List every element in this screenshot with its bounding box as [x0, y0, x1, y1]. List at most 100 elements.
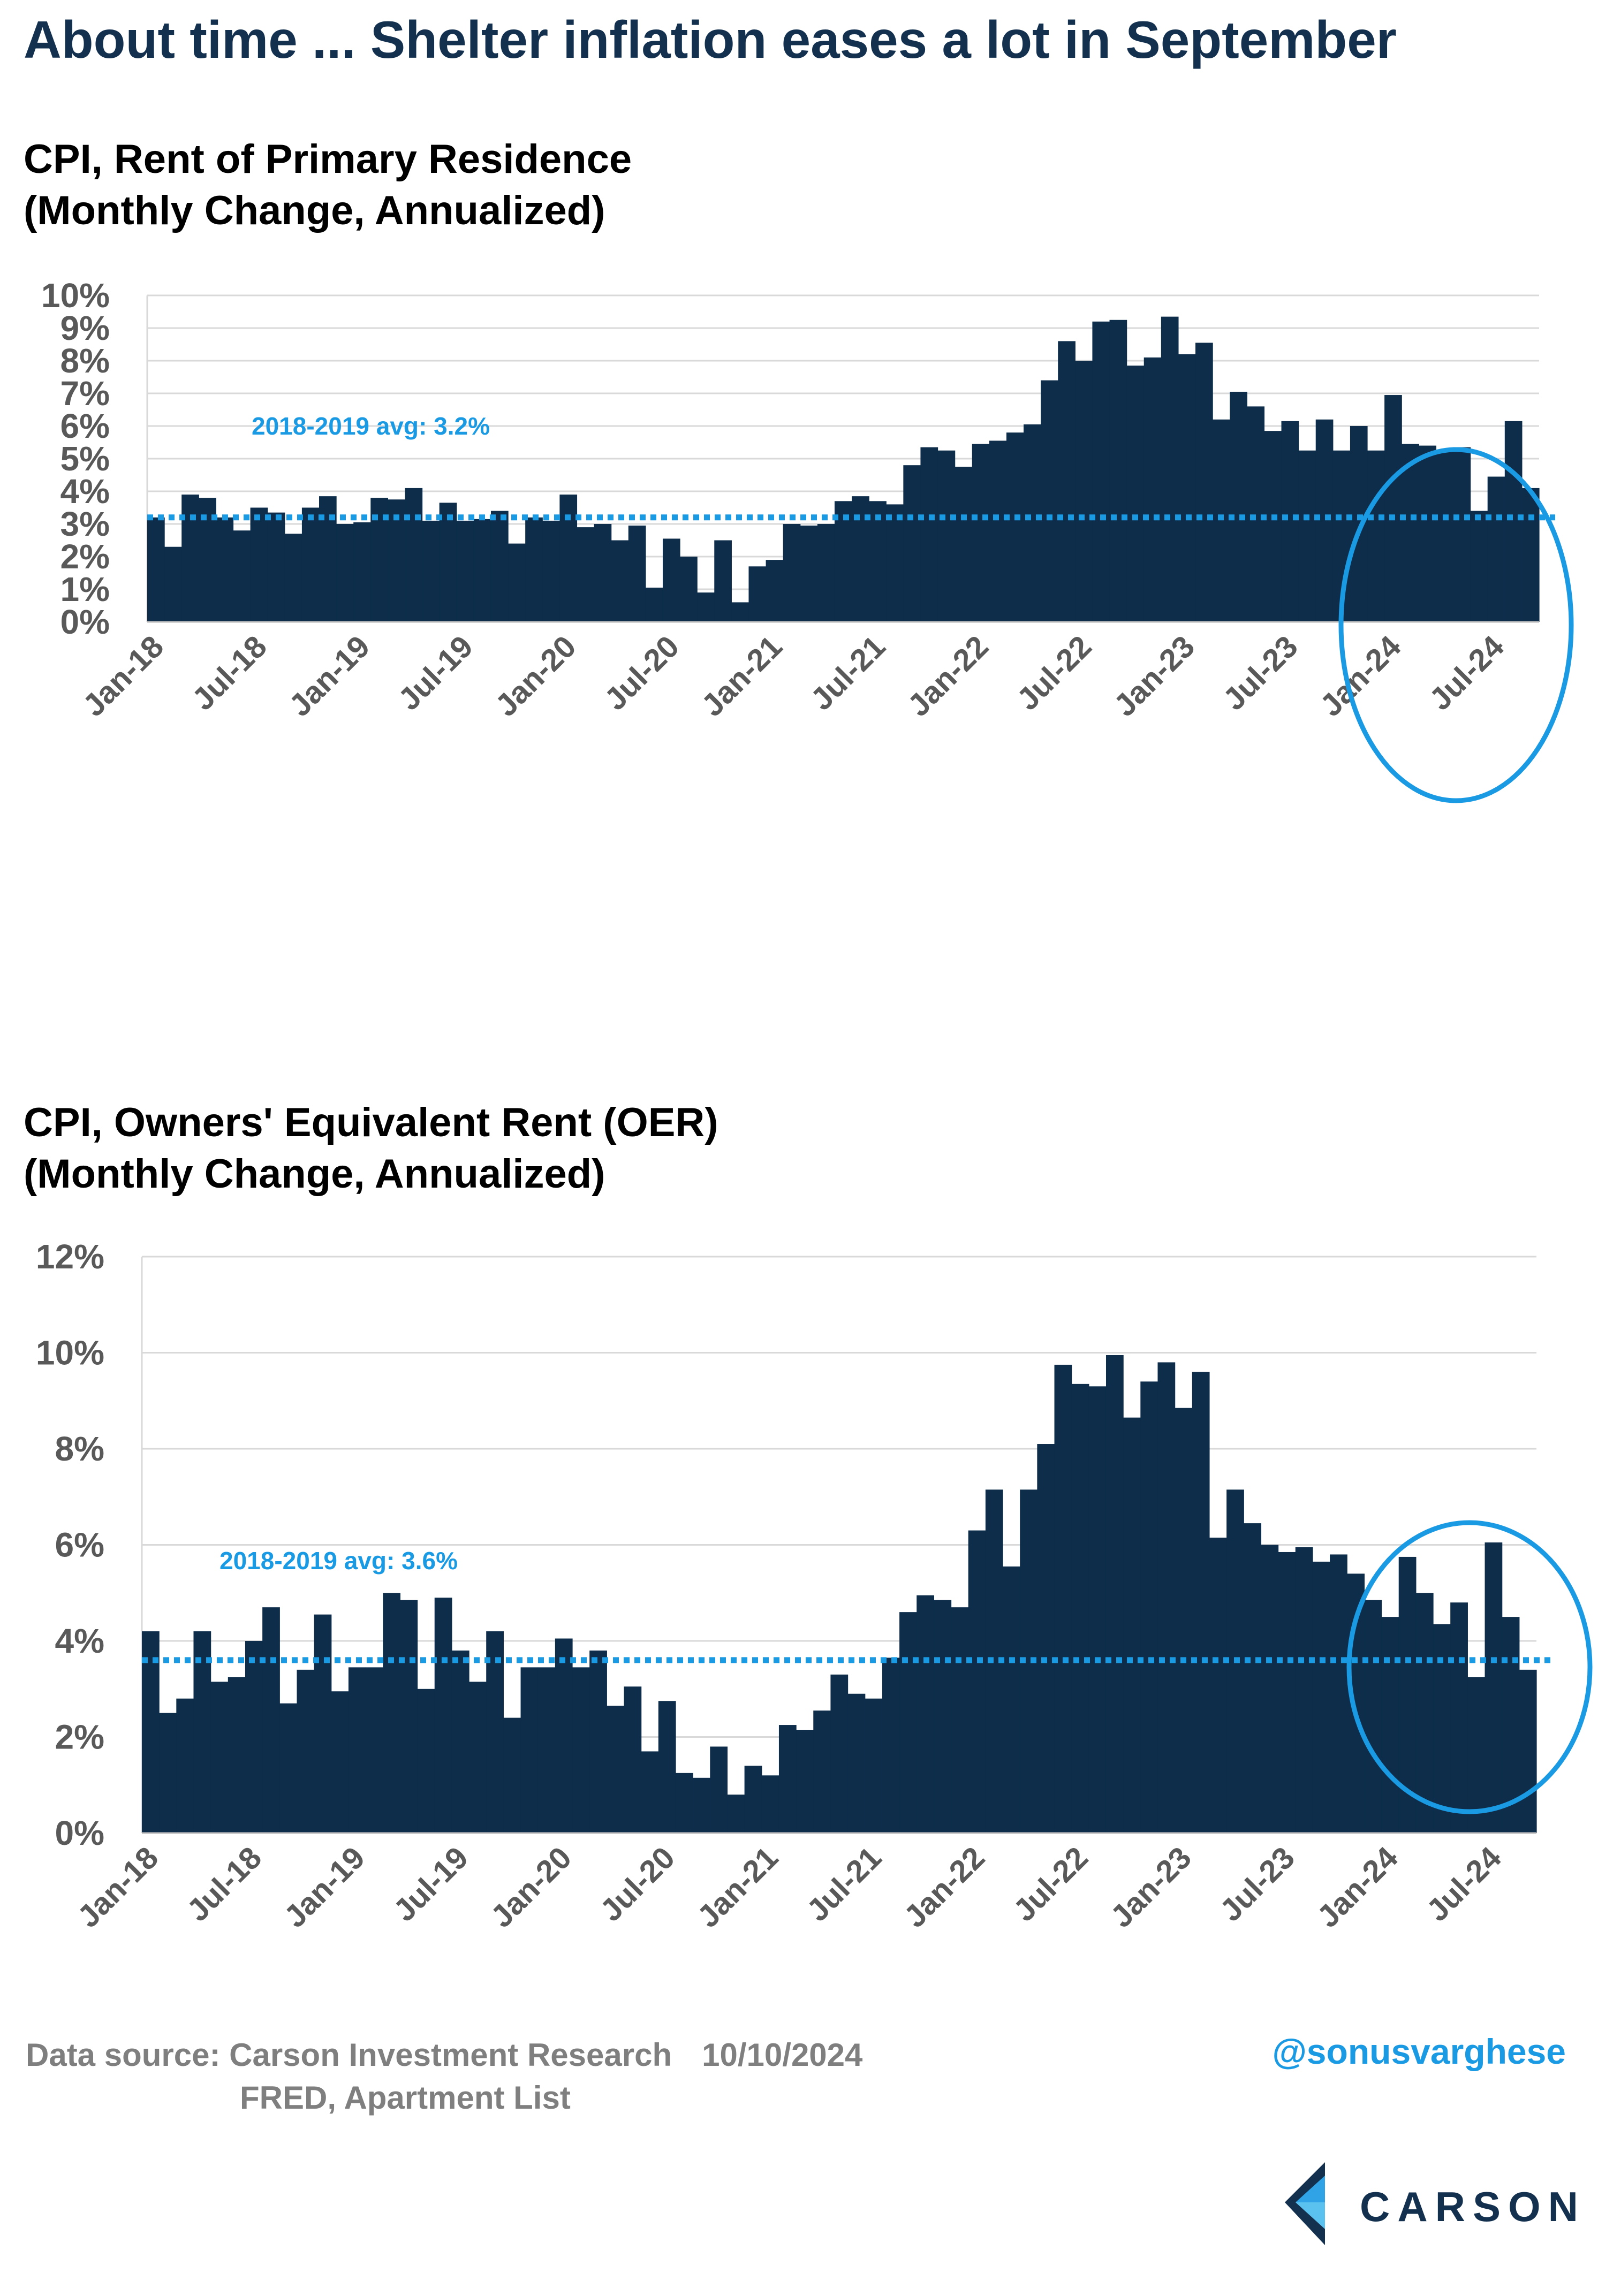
chart2-title-line1: CPI, Owners' Equivalent Rent (OER) — [24, 1100, 718, 1145]
y-tick-label: 2% — [55, 1718, 105, 1757]
bar — [693, 1777, 710, 1833]
bar — [1195, 343, 1213, 622]
bar — [439, 503, 457, 622]
x-tick-label: Jan-20 — [489, 629, 583, 723]
highlight-circle — [1346, 1520, 1593, 1814]
bar — [469, 1682, 487, 1833]
x-tick-label: Jan-23 — [1107, 629, 1201, 723]
chart1-title-line1: CPI, Rent of Primary Residence — [24, 136, 632, 182]
bar — [572, 1667, 590, 1833]
bar — [555, 1638, 573, 1833]
bar — [542, 520, 560, 622]
x-tick-label: Jul-21 — [804, 629, 892, 717]
carson-logo: CARSON — [1269, 2157, 1578, 2253]
bar — [301, 507, 320, 622]
bar — [1350, 426, 1368, 622]
author-handle: @sonusvarghese — [1272, 2032, 1566, 2071]
owners-equivalent-rent-chart: 0% 2% 4% 6% 8% 10% 12% Jan-18 Jul-18 Jan-19 Jul-19… — [36, 1237, 1593, 1934]
bar — [577, 527, 595, 622]
bar — [937, 450, 956, 622]
bar — [1006, 432, 1024, 622]
y-tick-label: 7% — [60, 374, 110, 413]
bar — [1092, 321, 1110, 622]
bar — [714, 540, 732, 622]
bar — [490, 511, 509, 622]
bar — [680, 557, 698, 622]
bar — [1126, 366, 1145, 622]
y-tick-label: 8% — [55, 1430, 105, 1468]
bar — [1054, 1364, 1072, 1833]
source-line1: Data source: Carson Investment Research — [26, 2037, 672, 2073]
bar — [1487, 476, 1505, 622]
x-tick-label: Jan-22 — [897, 1840, 991, 1934]
bar — [1433, 1624, 1451, 1833]
bar — [641, 1751, 659, 1833]
bar — [830, 1674, 849, 1833]
y-tick-label: 3% — [60, 505, 110, 543]
bar — [1364, 1600, 1382, 1833]
bar — [766, 560, 784, 622]
chart2-title-line2: (Monthly Change, Annualized) — [24, 1151, 605, 1197]
y-tick-label: 4% — [60, 472, 110, 511]
bar — [193, 1631, 211, 1833]
bar — [727, 1795, 745, 1833]
bar — [934, 1600, 952, 1833]
bar — [1436, 450, 1454, 622]
bar — [1123, 1417, 1141, 1833]
x-tick-label: Jul-23 — [1213, 1840, 1301, 1928]
carson-logo-text: CARSON — [1360, 2183, 1586, 2230]
bar — [314, 1614, 332, 1833]
y-tick-label: 0% — [55, 1814, 105, 1852]
bar — [645, 587, 663, 622]
data-source-note: Data source: Carson Investment Research 1… — [26, 2034, 862, 2119]
bar — [628, 526, 646, 622]
y-tick-label: 4% — [55, 1622, 105, 1660]
bar — [508, 543, 526, 622]
bar — [955, 467, 973, 622]
bar — [228, 1677, 246, 1833]
bar — [813, 1710, 831, 1833]
bar — [417, 1689, 435, 1833]
bar — [1175, 1408, 1193, 1833]
highlight-circle — [1338, 447, 1574, 803]
bar — [267, 512, 285, 622]
bar — [972, 444, 990, 622]
y-tick-label: 10% — [36, 1334, 104, 1372]
x-tick-label: Jul-19 — [387, 1840, 475, 1928]
bar — [1450, 1602, 1468, 1833]
bar — [353, 522, 371, 622]
bar — [920, 447, 938, 622]
bar — [559, 495, 578, 622]
bar — [537, 1667, 556, 1833]
x-tick-label: Jan-18 — [76, 629, 170, 723]
x-tick-label: Jan-19 — [283, 629, 377, 723]
bar — [176, 1698, 194, 1833]
bar — [1330, 1554, 1347, 1833]
bar — [869, 501, 887, 622]
bar — [1298, 450, 1316, 622]
x-tick-label: Jan-24 — [1311, 1840, 1405, 1934]
bar — [903, 465, 921, 622]
bar — [233, 530, 251, 622]
bar — [697, 592, 715, 622]
bar — [662, 538, 680, 622]
x-tick-label: Jul-24 — [1422, 629, 1511, 717]
y-tick-label: 1% — [60, 570, 110, 609]
bar — [520, 1667, 539, 1833]
bar — [159, 1713, 177, 1834]
bar — [675, 1773, 693, 1833]
x-tick-label: Jan-23 — [1104, 1840, 1198, 1934]
bar — [968, 1530, 986, 1833]
y-tick-label: 2% — [60, 537, 110, 576]
bar — [1192, 1372, 1210, 1833]
x-tick-label: Jan-21 — [691, 1840, 785, 1934]
bar — [611, 540, 629, 622]
average-line-label: 2018-2019 avg: 3.6% — [219, 1547, 458, 1575]
bar — [1024, 424, 1041, 622]
average-line-label: 2018-2019 avg: 3.2% — [252, 412, 490, 440]
bar — [865, 1698, 883, 1833]
bar — [525, 517, 543, 622]
bar — [783, 524, 801, 622]
bar — [1161, 316, 1179, 622]
bar — [917, 1595, 934, 1833]
